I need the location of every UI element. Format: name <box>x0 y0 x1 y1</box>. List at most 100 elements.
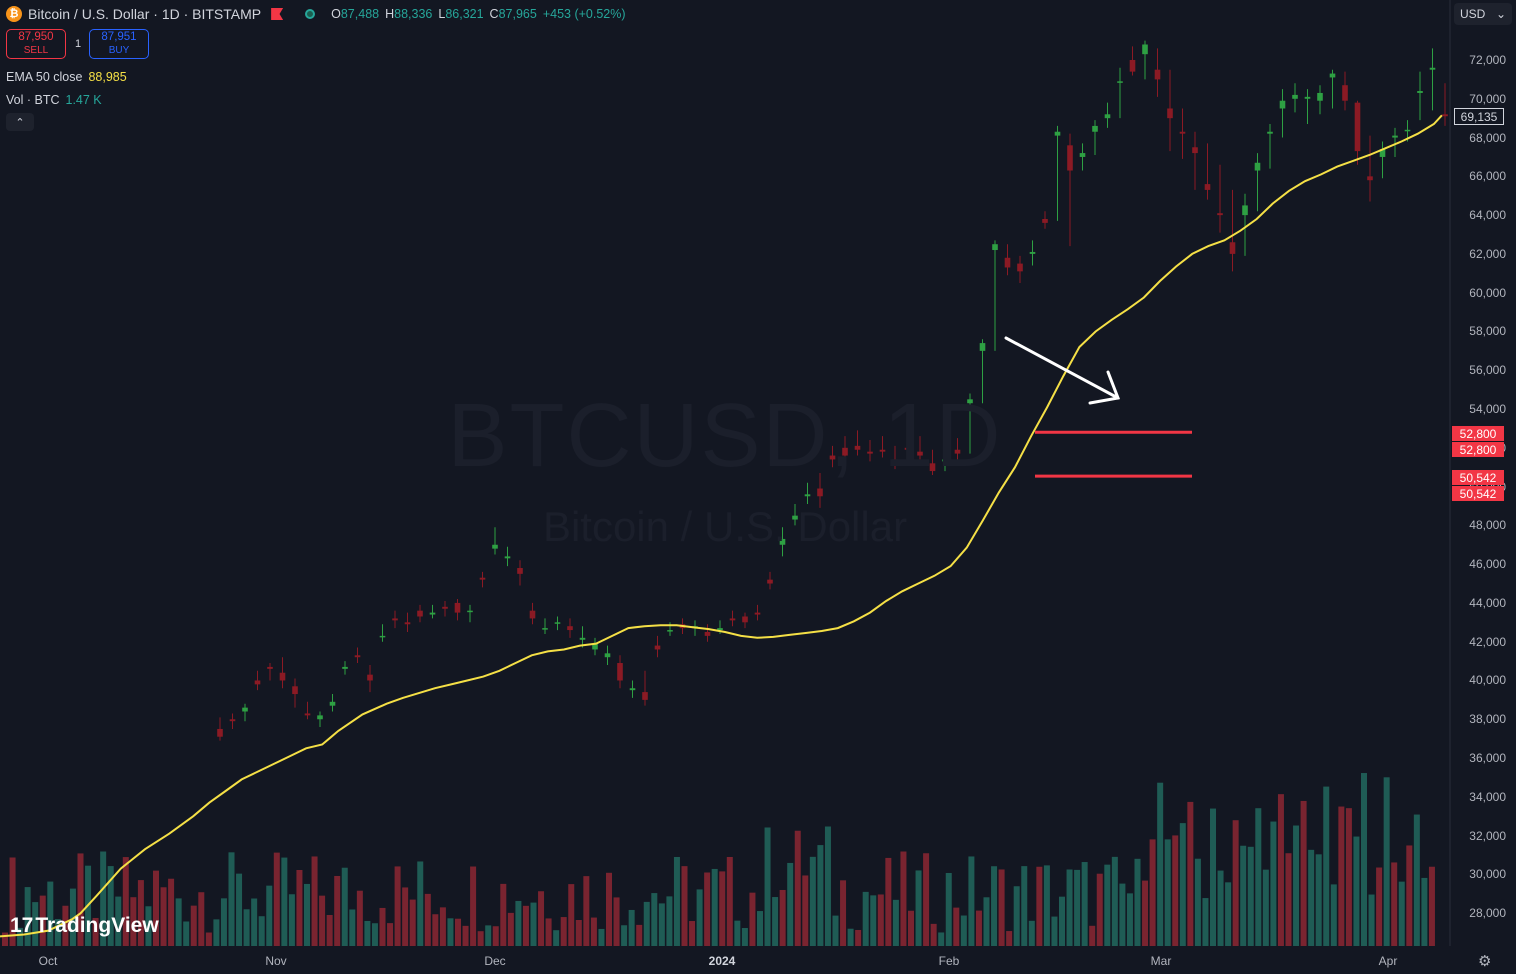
candle-body <box>1229 242 1236 254</box>
candle-body <box>267 666 273 669</box>
volume-bar <box>817 845 824 946</box>
volume-bar <box>583 876 590 946</box>
volume-bar <box>47 881 54 946</box>
volume-bar <box>145 906 152 946</box>
candle-body <box>1104 114 1111 119</box>
candle-body <box>1354 102 1361 152</box>
candle-body <box>392 618 398 621</box>
currency-select[interactable]: USD ⌄ <box>1454 3 1512 25</box>
volume-bar <box>938 932 945 946</box>
flag-icon[interactable] <box>271 8 284 20</box>
volume-bar <box>220 898 227 946</box>
price-tick-label: 72,000 <box>1469 53 1506 67</box>
price-tick-label: 38,000 <box>1469 712 1506 727</box>
ohlc-values: O87,488 H88,336 L86,321 C87,965 +453 (+0… <box>331 7 626 21</box>
sell-label: SELL <box>23 45 49 56</box>
volume-bar <box>183 921 190 946</box>
volume-bar <box>1142 880 1149 946</box>
candle-body <box>1242 205 1248 216</box>
volume-bar <box>1345 808 1352 946</box>
volume-bar <box>734 920 741 946</box>
candle-body <box>717 628 723 631</box>
price-tick-label: 42,000 <box>1469 634 1506 649</box>
annotation-arrow-icon <box>1004 336 1121 405</box>
volume-bar <box>809 856 816 946</box>
volume-bar <box>470 866 477 946</box>
price-tick-label: 60,000 <box>1469 285 1506 300</box>
symbol-title[interactable]: Bitcoin / U.S. Dollar · 1D · BITSTAMP <box>28 6 262 22</box>
volume-bar <box>1413 814 1420 946</box>
candle-body <box>529 610 536 619</box>
candle-body <box>817 488 823 497</box>
price-tick-label: 34,000 <box>1469 789 1506 804</box>
volume-bar <box>991 866 998 946</box>
price-tick-label: 30,000 <box>1469 867 1506 882</box>
candle-body <box>379 635 386 638</box>
buy-button[interactable]: 87,951 BUY <box>89 29 149 59</box>
volume-bar <box>802 875 809 946</box>
market-status-icon[interactable] <box>305 9 316 19</box>
price-tick-label: 58,000 <box>1469 324 1506 339</box>
volume-bar <box>749 892 756 946</box>
volume-bar <box>228 852 235 946</box>
candle-body <box>354 655 361 658</box>
volume-bar <box>711 868 718 946</box>
volume-bar <box>621 925 628 946</box>
candle-body <box>579 637 586 640</box>
candle-body <box>979 343 986 351</box>
volume-bar <box>1338 806 1345 946</box>
volume-bar <box>1210 808 1216 946</box>
volume-bar <box>1225 882 1232 946</box>
volume-legend[interactable]: Vol · BTC 1.47 K <box>6 93 102 107</box>
candle-body <box>1392 135 1398 138</box>
volume-bar <box>273 852 280 946</box>
price-tick-label: 28,000 <box>1469 906 1506 921</box>
volume-bar <box>1013 886 1020 946</box>
candle-body <box>1267 131 1273 134</box>
candle-body <box>1342 85 1348 101</box>
volume-bar <box>371 923 378 946</box>
quantity-value[interactable]: 1 <box>75 38 82 50</box>
candle-body <box>742 616 748 623</box>
volume-bar <box>598 928 605 946</box>
volume-bar <box>341 867 348 946</box>
volume-bar <box>258 916 265 946</box>
volume-bar <box>115 896 122 946</box>
price-tick-label: 44,000 <box>1469 595 1506 610</box>
ema-legend[interactable]: EMA 50 close 88,985 <box>6 70 127 84</box>
candle-body <box>254 680 261 685</box>
volume-bar <box>945 872 952 946</box>
candle-body <box>479 577 486 580</box>
ema-50-line <box>0 114 1443 938</box>
volume-bar <box>1406 845 1413 946</box>
volume-bar <box>1323 786 1330 946</box>
candle-body <box>454 602 461 613</box>
tradingview-logo[interactable]: 17 TradingView <box>10 914 159 938</box>
candle-body <box>242 707 248 712</box>
gear-icon[interactable]: ⚙ <box>1478 953 1492 970</box>
watermark-name: Bitcoin / U.S. Dollar <box>542 503 908 550</box>
collapse-legend-button[interactable]: ⌃ <box>6 113 34 131</box>
volume-bar <box>1277 794 1284 946</box>
chevron-down-icon: ⌄ <box>1495 7 1506 21</box>
volume-bar <box>100 851 107 946</box>
candle-body <box>1279 100 1286 109</box>
time-tick-label: Feb <box>938 954 960 968</box>
candle-body <box>1154 69 1161 80</box>
buy-price: 87,951 <box>101 31 137 43</box>
sell-button[interactable]: 87,950 SELL <box>6 29 66 59</box>
volume-bar <box>1164 839 1171 946</box>
candle-body <box>1379 149 1386 157</box>
price-tick-label: 40,000 <box>1469 673 1506 688</box>
candle-body <box>1417 91 1423 93</box>
volume-bar <box>847 928 854 946</box>
volume-bar <box>1066 869 1073 946</box>
volume-bar <box>122 857 129 946</box>
candle-body <box>1292 94 1298 99</box>
volume-bar <box>1330 884 1337 946</box>
volume-bar <box>930 923 937 946</box>
candle-body <box>567 626 573 631</box>
legend-header: ₿ Bitcoin / U.S. Dollar · 1D · BITSTAMP … <box>6 4 626 24</box>
volume-bar <box>975 910 982 946</box>
